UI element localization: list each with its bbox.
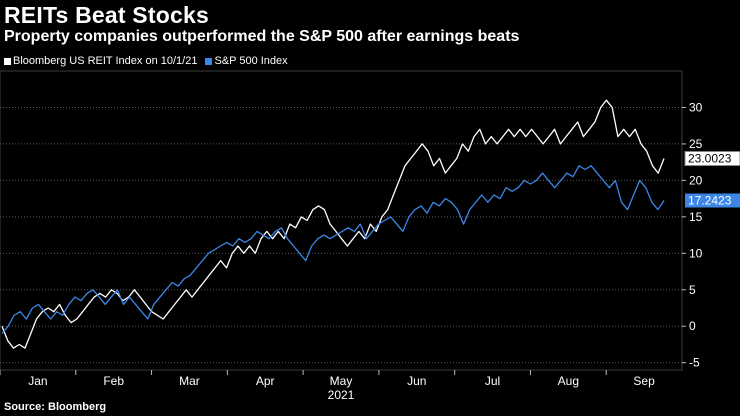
legend: Bloomberg US REIT Index on 10/1/21 S&P 5… xyxy=(4,55,288,67)
x-tick-label: Aug xyxy=(558,374,579,388)
plot-frame xyxy=(0,70,683,371)
x-tick-label: Apr xyxy=(256,374,275,388)
y-tick-label: 10 xyxy=(689,246,703,260)
x-tick-label: Jan xyxy=(28,374,47,388)
x-tick-label: Mar xyxy=(179,374,200,388)
legend-swatch-reit xyxy=(4,57,11,65)
y-tick-label: -5 xyxy=(689,356,700,370)
x-tick-label: Sep xyxy=(633,374,655,388)
y-tick-label: 30 xyxy=(689,100,703,114)
series-line-sp500 xyxy=(1,165,665,334)
y-tick-label: 5 xyxy=(689,283,696,297)
source-note: Source: Bloomberg xyxy=(4,401,107,413)
last-value-label-reit-box xyxy=(684,151,740,167)
x-tick-label: Feb xyxy=(103,374,124,388)
legend-item-reit: Bloomberg US REIT Index on 10/1/21 xyxy=(4,55,197,67)
chart-title: REITs Beat Stocks xyxy=(4,2,209,28)
legend-label-sp500: S&P 500 Index xyxy=(214,55,288,67)
legend-item-sp500: S&P 500 Index xyxy=(205,55,288,67)
y-tick-label: 25 xyxy=(689,137,703,151)
last-value-label-sp500: 17.2423 xyxy=(688,194,732,208)
y-tick-label: 0 xyxy=(689,319,696,333)
legend-swatch-sp500 xyxy=(205,57,213,65)
x-tick-label: Jun xyxy=(407,374,426,388)
legend-label-reit: Bloomberg US REIT Index on 10/1/21 xyxy=(13,55,198,67)
x-tick-label: Jul xyxy=(485,374,500,388)
last-value-label-sp500-box xyxy=(685,193,740,208)
x-axis-label: 2021 xyxy=(328,388,355,402)
chart-subtitle: Property companies outperformed the S&P … xyxy=(4,28,520,45)
x-tick-label: May xyxy=(330,374,353,388)
y-tick-label: 15 xyxy=(689,210,703,224)
y-tick-label: 20 xyxy=(689,173,703,187)
last-value-label-reit: 23.0023 xyxy=(688,152,732,166)
series-line-reit xyxy=(1,99,665,349)
